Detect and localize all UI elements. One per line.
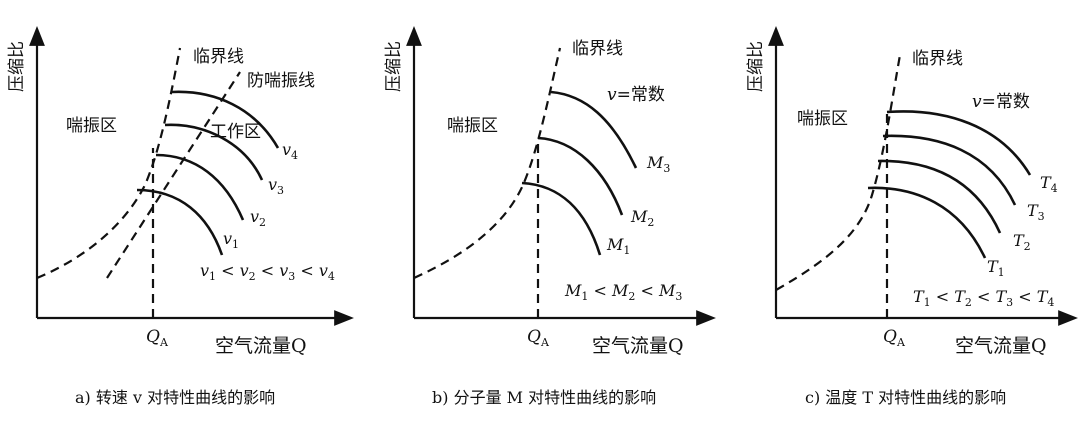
- panel-b-constant-note: v=常数: [607, 85, 665, 105]
- panel-c-label-t3: T3: [1027, 201, 1045, 223]
- panel-b-curve-m3: [550, 90, 638, 169]
- panel-a-critical-line: [36, 47, 182, 280]
- panel-a-curve-v1: [136, 188, 224, 256]
- panel-a-curve-v2: [155, 153, 245, 221]
- panel-b-qa-label: QA: [527, 327, 550, 349]
- panel-c-constant-note: v=常数: [972, 92, 1030, 112]
- panel-a-anti-surge-line: [106, 71, 241, 279]
- panel-c-label-t1: T1: [987, 257, 1005, 279]
- panel-c-critical-label: 临界线: [912, 49, 963, 69]
- panel-b-caption: b) 分子量 M 对特性曲线的影响: [432, 388, 656, 407]
- panel-c-critical-line: [775, 54, 902, 291]
- panel-a-caption: a) 转速 v 对特性曲线的影响: [75, 388, 275, 407]
- panel-c-curve-t2: [877, 159, 1002, 234]
- panel-c-curve-t4: [886, 110, 1032, 176]
- panel-a-label-v4: v4: [282, 140, 298, 162]
- panel-a-qa-label: QA: [146, 327, 169, 349]
- panel-b-x-label: 空气流量Q: [592, 335, 684, 357]
- panel-a-y-label: 压缩比: [7, 41, 27, 92]
- panel-c-qa-label: QA: [883, 327, 906, 349]
- panel-c-relation: T1 < T2 < T3 < T4: [913, 287, 1054, 309]
- panel-a-x-label: 空气流量Q: [215, 335, 307, 357]
- panel-c-label-t4: T4: [1040, 173, 1058, 195]
- panel-c-surge-zone-label: 喘振区: [797, 109, 848, 129]
- panel-b-y-label: 压缩比: [384, 41, 404, 92]
- panel-b-label-m1: M1: [606, 235, 630, 257]
- panel-c-label-t2: T2: [1013, 231, 1031, 253]
- panel-b-surge-zone-label: 喘振区: [447, 116, 498, 136]
- panel-b-curve-m1: [521, 181, 602, 256]
- panel-a-relation: v1 < v2 < v3 < v4: [200, 261, 335, 283]
- panel-c-curve-t1: [867, 186, 987, 259]
- panel-a-curve-v3: [164, 123, 264, 181]
- panel-a: 压缩比 空气流量Q QA 临界线 防喘振线 喘振区 工作区 v4 v3 v2 v…: [7, 26, 354, 407]
- panel-b-label-m2: M2: [630, 207, 654, 229]
- panel-a-label-v2: v2: [250, 207, 266, 229]
- panel-b: 压缩比 空气流量Q QA 临界线 喘振区 v=常数 M3 M2 M1 M1 < …: [384, 26, 716, 407]
- panel-a-surge-zone-label: 喘振区: [66, 116, 117, 136]
- panel-c-curve-t3: [882, 134, 1017, 206]
- panel-b-critical-line: [413, 47, 562, 280]
- panel-c-y-label: 压缩比: [746, 41, 766, 92]
- panel-c: 压缩比 空气流量Q QA 临界线 喘振区 v=常数 T4 T3 T2 T1 T1…: [746, 26, 1078, 407]
- panel-a-anti-surge-label: 防喘振线: [247, 71, 315, 91]
- panel-b-critical-label: 临界线: [572, 39, 623, 59]
- panel-a-label-v1: v1: [223, 229, 239, 251]
- panel-a-label-v3: v3: [268, 175, 284, 197]
- panel-c-x-label: 空气流量Q: [955, 335, 1047, 357]
- panel-a-work-zone-label: 工作区: [210, 122, 261, 142]
- panel-b-relation: M1 < M2 < M3: [564, 281, 682, 303]
- panel-c-caption: c) 温度 T 对特性曲线的影响: [805, 388, 1006, 407]
- panel-a-critical-label: 临界线: [193, 47, 244, 67]
- panel-a-curve-v4: [171, 90, 280, 149]
- panel-b-label-m3: M3: [646, 153, 670, 175]
- panel-b-curve-m2: [537, 136, 624, 216]
